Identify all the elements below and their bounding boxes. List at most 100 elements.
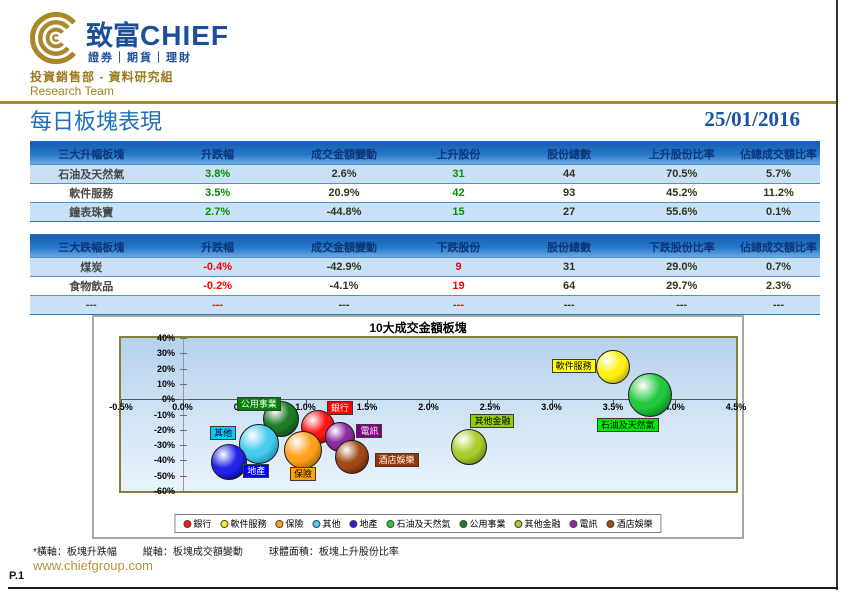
legend-label: 其他金融 [524,519,561,529]
column-header: 升跌幅 [152,236,283,258]
table-cell: 0.7% [737,257,820,277]
legend-item: 保險 [275,517,303,530]
bubble-label: 酒店娛樂 [374,453,419,468]
table-cell: 2.6% [282,164,406,184]
table-cell: 31 [511,257,627,277]
table-cell: 29.7% [626,276,737,296]
y-tick-mark [179,460,187,462]
y-tick-mark [179,491,187,492]
footnote-x-axis: *橫軸：板塊升跌幅 [33,547,117,558]
x-tick-label: 0.0% [172,402,193,413]
table-cell: 64 [511,276,627,296]
x-tick-label: 1.5% [356,402,378,413]
bubble-label: 保險 [290,467,317,482]
y-tick-mark [179,414,187,416]
table-cell: 29.0% [626,257,737,277]
table-cell: 煤炭 [30,257,153,277]
table-cell: 2.3% [737,276,820,296]
x-tick-mark [551,399,553,405]
bubble-label: 公用事業 [236,396,281,411]
legend-label: 電訊 [579,519,598,529]
chart-bubble [284,430,323,469]
table-row: 食物飲品 -0.2% -4.1% 19 64 29.7% 2.3% [30,276,820,296]
table-cell: --- [30,295,153,315]
column-header: 股份總數 [511,236,627,258]
table-cell: 鐘表珠寶 [30,202,153,222]
legend-dot [183,519,192,528]
x-tick-label: 3.5% [602,402,624,413]
x-tick-mark [305,399,307,405]
table-cell: --- [152,295,283,315]
y-tick-label: -40% [153,455,175,466]
table-row: --- --- --- --- --- --- --- [30,295,820,315]
x-tick-label: -0.5% [109,402,133,413]
chart-bubble [627,373,672,418]
table-row: 軟件服務 3.5% 20.9% 42 93 45.2% 11.2% [30,183,820,203]
chart-plot-area: 40% 30% 20% 10% 0% -10% -20% -30% -40% -50% -60% -0… [109,333,746,496]
y-tick-label: -10% [153,409,175,420]
table-cell: 31 [405,164,512,184]
bubble-label: 其他 [210,425,237,440]
y-tick-label: 40% [156,333,175,343]
legend-dot [220,519,229,528]
column-header: 上升股份比率 [626,143,737,165]
y-tick-label: -30% [153,440,175,451]
chart-title: 10大成交金額板塊 [369,321,467,335]
column-header: 下跌股份比率 [626,236,737,258]
page-title: 每日板塊表現 [30,109,163,134]
legend-item: 銀行 [183,517,211,530]
table-cell: 11.2% [737,183,820,203]
sector-table: 三大跌幅板塊 升跌幅 成交金額變動 下跌股份 股份總數 下跌股份比率 佔總成交額比率 煤炭 -0… [30,236,820,315]
x-tick-mark [428,399,430,405]
column-header: 三大升幅板塊 [30,143,153,165]
y-tick-label: -60% [153,486,175,496]
table-cell: -42.9% [282,257,406,277]
table-cell: -44.8% [282,202,406,222]
x-tick-mark [674,399,676,405]
table-header-row: 三大跌幅板塊 升跌幅 成交金額變動 下跌股份 股份總數 下跌股份比率 佔總成交額比率 [30,236,820,258]
research-team-line: Research Team [30,84,114,98]
legend-item: 石油及天然氣 [386,517,451,530]
department-line: 投資銷售部 - 資料研究組 [30,70,174,84]
bubble-label: 地產 [243,464,270,479]
table-cell: 20.9% [282,183,406,203]
column-header: 股份總數 [511,143,627,165]
column-header: 成交金額變動 [282,143,406,165]
table-row: 石油及天然氣 3.8% 2.6% 31 44 70.5% 5.7% [30,164,820,184]
brand-tagline: 證券｜期貨｜理財 [88,52,192,64]
legend-dot [569,519,578,528]
legend-item: 公用事業 [459,517,506,530]
y-tick-label: 20% [156,363,175,374]
legend-label: 地產 [359,519,378,529]
footnote-bubble-size: 球體面積：板塊上升股份比率 [268,547,399,558]
table-cell: 44 [511,164,627,184]
sector-table: 三大升幅板塊 升跌幅 成交金額變動 上升股份 股份總數 上升股份比率 佔總成交額比率 石油及天… [30,143,820,222]
x-tick-label: 4.0% [664,402,685,413]
website-link[interactable]: www.chiefgroup.com [33,558,153,573]
top-gainers-table: 三大升幅板塊 升跌幅 成交金額變動 上升股份 股份總數 上升股份比率 佔總成交額比率 石油及天… [30,141,820,222]
chart-footnote: *橫軸：板塊升跌幅 縱軸：板塊成交額變動 球體面積：板塊上升股份比率 [33,543,425,558]
y-tick-mark [179,353,187,355]
table-cell: 55.6% [626,202,737,222]
chart-bubble [451,428,488,465]
table-cell: 石油及天然氣 [30,164,153,184]
bubble-label: 其他金融 [470,413,515,428]
table-cell: -0.4% [152,257,283,277]
chart-bubble [211,443,248,480]
table-cell: --- [511,295,627,315]
x-tick-label: 4.5% [725,402,747,413]
table-cell: 15 [405,202,512,222]
gold-divider [0,101,838,104]
legend-dot [275,519,284,528]
legend-dot [386,519,395,528]
column-header: 升跌幅 [152,143,283,165]
table-cell: --- [405,295,512,315]
footnote-y-axis: 縱軸：板塊成交額變動 [142,547,243,558]
x-tick-label: 2.0% [418,402,439,413]
x-tick-label: 1.0% [295,402,316,413]
table-cell: -4.1% [282,276,406,296]
bubble-label: 銀行 [326,401,353,416]
table-cell: 19 [405,276,512,296]
bubble-label: 電訊 [356,424,383,439]
legend-item: 軟件服務 [220,517,266,530]
